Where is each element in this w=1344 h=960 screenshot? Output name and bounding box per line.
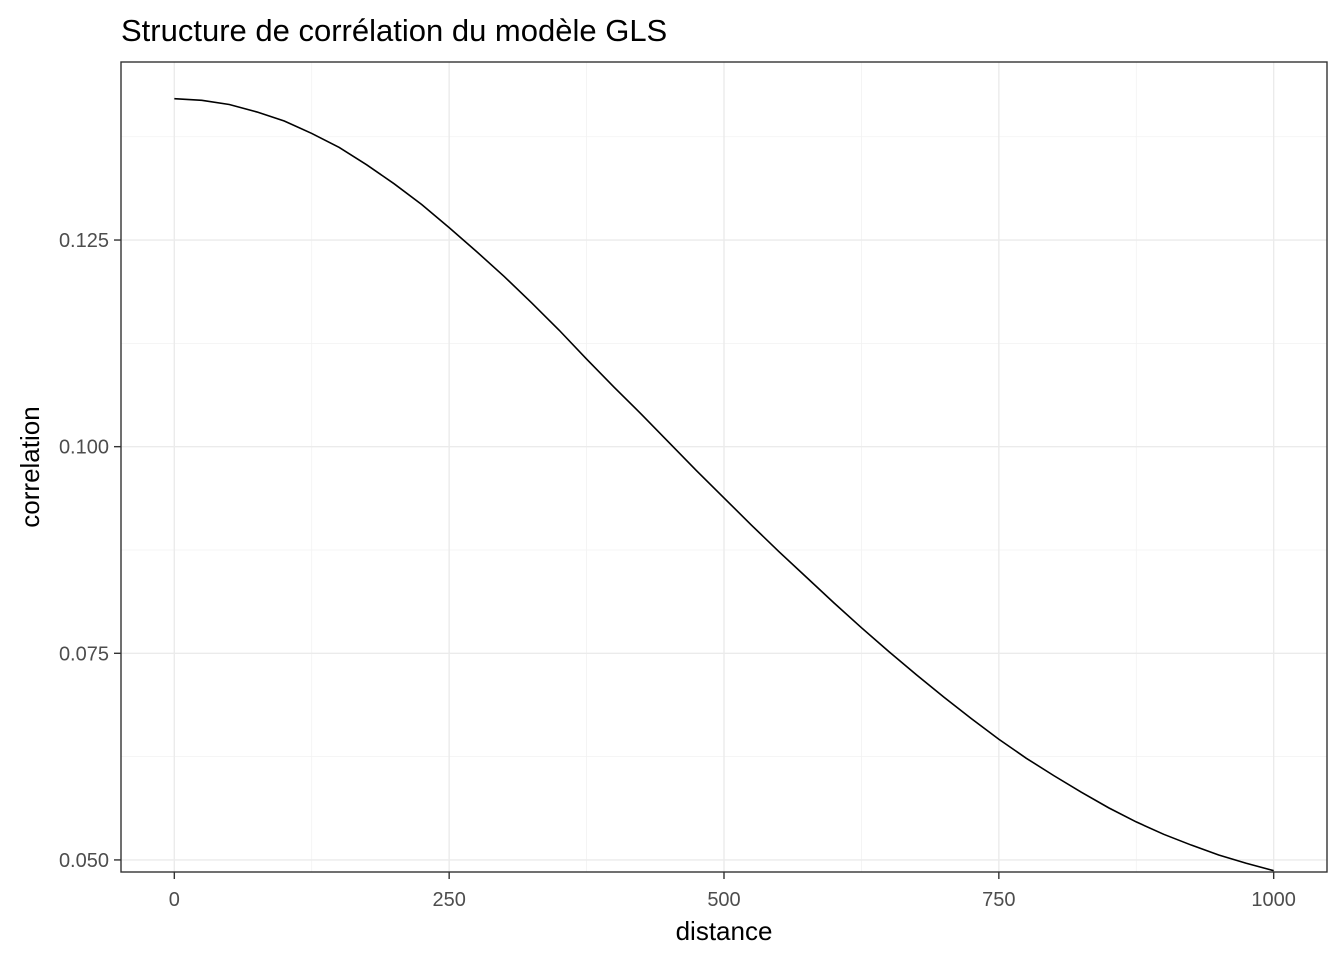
y-tick-label: 0.125 (59, 230, 109, 252)
x-tick-label: 500 (707, 889, 740, 911)
x-tick-label: 250 (432, 889, 465, 911)
y-axis-title: correlation (15, 406, 45, 527)
y-tick-label: 0.100 (59, 437, 109, 459)
x-tick-label: 1000 (1251, 889, 1296, 911)
y-tick-label: 0.050 (59, 850, 109, 872)
axis-layer: 0 250 500 750 1000 0.050 0.075 0.100 0.125 (59, 230, 1296, 911)
grid-layer (121, 62, 1327, 872)
chart-title: Structure de corrélation du modèle GLS (121, 13, 667, 48)
x-tick-label: 0 (169, 889, 180, 911)
x-tick-label: 750 (982, 889, 1015, 911)
series-layer (174, 97, 1274, 872)
y-tick-label: 0.075 (59, 643, 109, 665)
correlation-line (174, 97, 1274, 872)
x-axis-title: distance (676, 916, 773, 946)
